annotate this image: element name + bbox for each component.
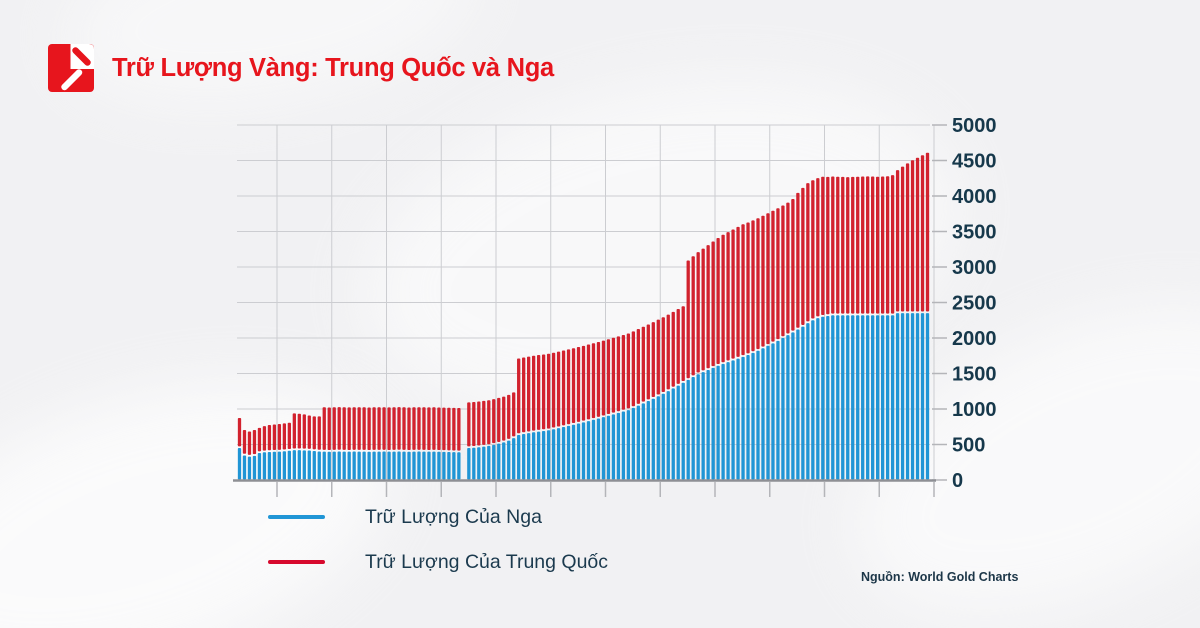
logo-backslash-icon [72, 47, 91, 66]
svg-text:0: 0 [952, 470, 963, 492]
logo-slash-icon [61, 69, 83, 91]
svg-text:4000: 4000 [952, 186, 997, 208]
svg-text:5000: 5000 [952, 115, 997, 137]
svg-text:500: 500 [952, 435, 985, 457]
legend-item-russia: Trữ Lượng Của Nga [268, 504, 608, 530]
svg-text:3500: 3500 [952, 222, 997, 244]
svg-text:1500: 1500 [952, 364, 997, 386]
svg-text:2500: 2500 [952, 293, 997, 315]
header: Trữ Lượng Vàng: Trung Quốc và Nga [48, 44, 554, 92]
svg-text:1000: 1000 [952, 399, 997, 421]
svg-text:3000: 3000 [952, 257, 997, 279]
brand-logo [48, 44, 94, 92]
svg-text:4500: 4500 [952, 151, 997, 173]
svg-text:2000: 2000 [952, 328, 997, 350]
legend: Trữ Lượng Của Nga Trữ Lượng Của Trung Qu… [268, 504, 608, 575]
legend-item-china: Trữ Lượng Của Trung Quốc [268, 549, 608, 575]
china-line-swatch [268, 560, 325, 564]
legend-label-russia: Trữ Lượng Của Nga [365, 505, 542, 528]
legend-label-china: Trữ Lượng Của Trung Quốc [365, 550, 609, 573]
source-note: Nguồn: World Gold Charts [861, 570, 1019, 584]
russia-line-swatch [268, 515, 325, 519]
page-title: Trữ Lượng Vàng: Trung Quốc và Nga [112, 53, 554, 82]
